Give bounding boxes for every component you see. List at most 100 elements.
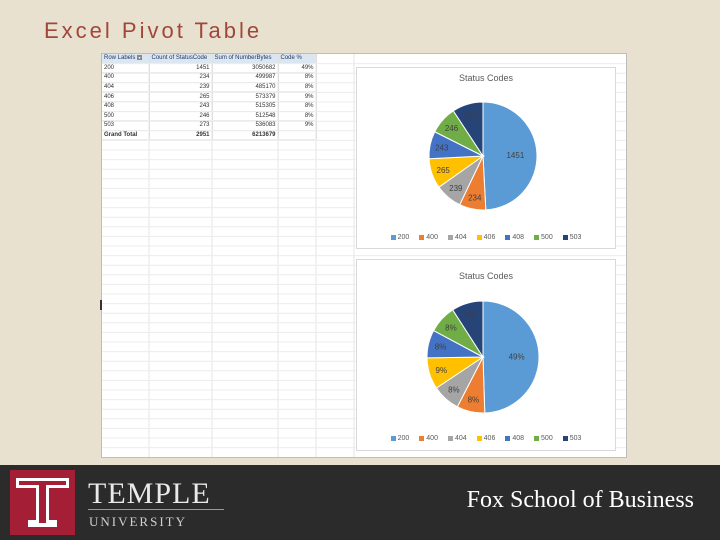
- legend-label: 406: [483, 234, 496, 241]
- temple-t-logo: [10, 470, 75, 535]
- pivot-header-code-pct[interactable]: Code %: [278, 54, 317, 64]
- legend-swatch: [505, 235, 511, 240]
- pivot-cell[interactable]: 273: [149, 120, 213, 131]
- pivot-table[interactable]: Row Labels ▾ Count of StatusCode Sum of …: [102, 54, 317, 457]
- legend-label: 400: [426, 435, 438, 442]
- temple-logo-word: TEMPLE: [88, 477, 211, 510]
- pie-data-label: 239: [449, 184, 463, 193]
- pivot-row[interactable]: 400 234 499987 8%: [102, 72, 317, 83]
- legend-swatch: [447, 235, 453, 240]
- legend-swatch: [534, 436, 540, 441]
- legend-label: 500: [541, 234, 553, 241]
- pivot-cell[interactable]: 200: [102, 63, 150, 74]
- pivot-cell[interactable]: 1451: [149, 63, 213, 74]
- pivot-cell[interactable]: 515305: [212, 101, 279, 112]
- legend-item: 400: [419, 234, 438, 241]
- legend-swatch: [562, 436, 568, 441]
- pivot-cell[interactable]: 536083: [212, 120, 279, 131]
- pivot-total-row[interactable]: Grand Total 2951 6213679: [102, 129, 317, 141]
- pivot-cell[interactable]: 408: [102, 101, 150, 112]
- pivot-cell[interactable]: 573379: [212, 91, 279, 102]
- legend-label: 503: [569, 435, 582, 442]
- pivot-cell[interactable]: 406: [102, 91, 150, 102]
- filter-dropdown-icon[interactable]: ▾: [137, 55, 143, 61]
- chart-legend: 200 400 404 406 408 500 503: [357, 435, 615, 442]
- footer-bar: [0, 465, 720, 540]
- pivot-header-row: Row Labels ▾ Count of StatusCode Sum of …: [102, 54, 317, 64]
- pivot-cell[interactable]: 485170: [212, 82, 279, 93]
- pivot-header-count[interactable]: Count of StatusCode: [149, 54, 213, 64]
- pivot-cell[interactable]: 8%: [278, 111, 317, 122]
- pivot-cell[interactable]: 239: [149, 82, 213, 93]
- pivot-row[interactable]: 503 273 536083 9%: [102, 120, 317, 131]
- legend-label: 404: [454, 435, 467, 442]
- pivot-cell[interactable]: 499987: [212, 72, 279, 83]
- pie-slice-200[interactable]: [482, 300, 540, 414]
- pivot-total-cell[interactable]: [278, 129, 317, 141]
- spreadsheet[interactable]: Row Labels ▾ Count of StatusCode Sum of …: [101, 53, 627, 458]
- pivot-row[interactable]: 500 246 512548 8%: [102, 111, 317, 122]
- legend-label: 500: [541, 435, 553, 442]
- pivot-row[interactable]: 404 239 485170 8%: [102, 82, 317, 93]
- temple-logo-sub: UNIVERSITY: [89, 514, 187, 529]
- pie-data-label: 49%: [509, 352, 525, 361]
- pie-chart-percentages[interactable]: Status Codes 49% 8% 8% 9% 8% 8% 9% 200 400 404 40…: [356, 259, 616, 451]
- pie-data-label: 8%: [435, 343, 447, 352]
- pivot-total-cell[interactable]: 6213679: [212, 129, 279, 141]
- chart-title: Status Codes: [458, 73, 514, 83]
- pivot-cell[interactable]: 234: [149, 72, 213, 83]
- pivot-cell[interactable]: 400: [102, 72, 150, 83]
- pivot-cell[interactable]: 404: [102, 82, 150, 93]
- pivot-cell[interactable]: 8%: [278, 72, 317, 83]
- pivot-cell[interactable]: 500: [102, 111, 150, 122]
- legend-label: 408: [512, 435, 525, 442]
- legend-swatch: [534, 235, 540, 240]
- legend-item: 408: [505, 234, 524, 241]
- pivot-cell[interactable]: 3050682: [212, 63, 279, 74]
- pie-data-label: 8%: [448, 386, 460, 395]
- pivot-row[interactable]: 408 243 515305 8%: [102, 101, 317, 112]
- legend-swatch: [505, 436, 511, 441]
- pivot-header-sum[interactable]: Sum of NumberBytes: [212, 54, 279, 64]
- legend-label: 408: [512, 234, 525, 241]
- pie-data-label: 273: [464, 112, 478, 121]
- pivot-cell[interactable]: 512548: [212, 111, 279, 122]
- legend-swatch: [390, 235, 396, 240]
- pivot-row[interactable]: 406 265 573379 9%: [102, 91, 317, 102]
- pivot-cell[interactable]: 9%: [278, 120, 317, 131]
- pivot-cell[interactable]: 8%: [278, 82, 317, 93]
- pivot-cell[interactable]: 246: [149, 111, 213, 122]
- pivot-total-cell[interactable]: Grand Total: [102, 129, 150, 141]
- pie-data-label: 243: [435, 143, 449, 152]
- pivot-cell[interactable]: 265: [149, 91, 213, 102]
- legend-swatch: [419, 235, 425, 240]
- pivot-cell[interactable]: 243: [149, 101, 213, 112]
- text-cursor: [100, 300, 102, 310]
- school-name: Fox School of Business: [466, 487, 694, 513]
- pivot-cell[interactable]: 8%: [278, 101, 317, 112]
- pivot-total-cell[interactable]: 2951: [149, 129, 213, 141]
- pie-data-label: 246: [445, 124, 459, 133]
- pie-slice-200[interactable]: [482, 101, 538, 211]
- slide-title: Excel Pivot Table: [44, 18, 263, 43]
- logo-divider: [88, 509, 224, 510]
- pivot-row[interactable]: 200 1451 3050682 49%: [102, 63, 317, 74]
- pivot-header-row-labels[interactable]: Row Labels ▾: [102, 54, 150, 64]
- legend-item: 404: [447, 435, 467, 442]
- legend-item: 500: [534, 234, 553, 241]
- legend-item: 200: [390, 234, 409, 241]
- legend-swatch: [476, 235, 482, 240]
- legend-label: 503: [569, 234, 582, 241]
- legend-label: 406: [483, 435, 496, 442]
- legend-item: 400: [419, 435, 438, 442]
- pie-slice-503[interactable]: [452, 300, 484, 359]
- pie-data-label: 8%: [445, 323, 457, 332]
- pivot-cell[interactable]: 503: [102, 120, 150, 131]
- pivot-cell[interactable]: 49%: [278, 63, 317, 74]
- pie-slice-503[interactable]: [452, 101, 484, 158]
- pie-chart-svg: 49% 8% 8% 9% 8% 8% 9%: [426, 300, 540, 414]
- pie-data-label: 234: [468, 193, 482, 202]
- legend-item: 406: [476, 435, 496, 442]
- pie-chart-counts[interactable]: Status Codes 1451 234 239 265 243 246 273 200 4…: [356, 67, 616, 249]
- pivot-cell[interactable]: 9%: [278, 91, 317, 102]
